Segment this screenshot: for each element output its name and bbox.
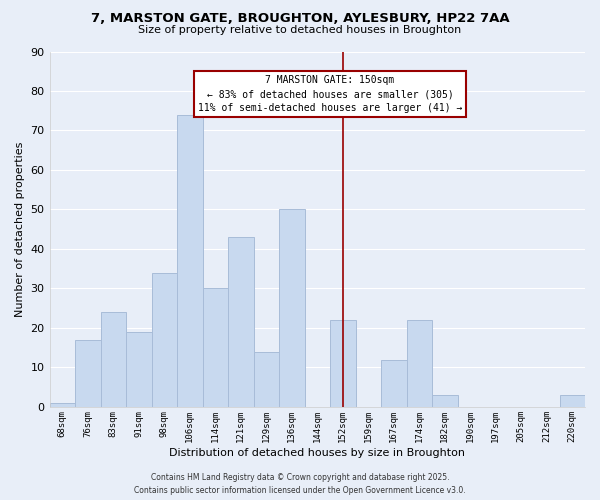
Text: 7 MARSTON GATE: 150sqm
← 83% of detached houses are smaller (305)
11% of semi-de: 7 MARSTON GATE: 150sqm ← 83% of detached…: [198, 75, 462, 113]
Bar: [203, 288, 228, 407]
Text: Contains HM Land Registry data © Crown copyright and database right 2025.
Contai: Contains HM Land Registry data © Crown c…: [134, 474, 466, 495]
Bar: [126, 332, 152, 407]
Text: Size of property relative to detached houses in Broughton: Size of property relative to detached ho…: [139, 25, 461, 35]
Bar: [560, 395, 585, 407]
Bar: [330, 320, 356, 407]
Bar: [50, 403, 75, 407]
Text: 7, MARSTON GATE, BROUGHTON, AYLESBURY, HP22 7AA: 7, MARSTON GATE, BROUGHTON, AYLESBURY, H…: [91, 12, 509, 26]
X-axis label: Distribution of detached houses by size in Broughton: Distribution of detached houses by size …: [169, 448, 465, 458]
Bar: [75, 340, 101, 407]
Bar: [177, 114, 203, 407]
Bar: [279, 210, 305, 407]
Y-axis label: Number of detached properties: Number of detached properties: [15, 142, 25, 317]
Bar: [432, 395, 458, 407]
Bar: [101, 312, 126, 407]
Bar: [228, 237, 254, 407]
Bar: [254, 352, 279, 407]
Bar: [407, 320, 432, 407]
Bar: [152, 272, 177, 407]
Bar: [381, 360, 407, 407]
